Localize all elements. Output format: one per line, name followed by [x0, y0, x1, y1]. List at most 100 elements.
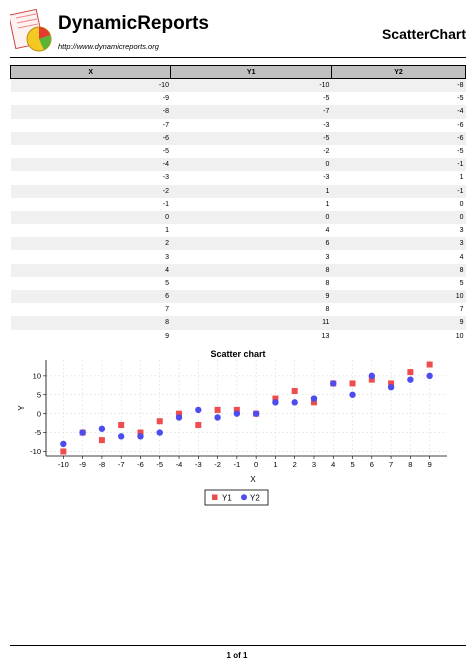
table-header-row: X Y1 Y2	[9, 65, 467, 79]
data-point-y2	[407, 376, 414, 383]
data-point-y1	[233, 406, 240, 413]
x-tick-label: -8	[99, 460, 106, 469]
table-cell-x: 5	[165, 279, 169, 287]
data-point-y1	[310, 399, 317, 406]
table-cell-x: -2	[10, 184, 171, 198]
data-point-y2	[175, 414, 183, 421]
chart-legend: Y1 Y2	[204, 489, 269, 506]
table-cell-y2: 10	[455, 332, 464, 340]
table-cell-y2: 0	[459, 200, 464, 208]
y-axis-label: Y	[17, 405, 26, 411]
table-cell-x: -6	[10, 131, 171, 145]
table-cell-y2: -1	[331, 184, 466, 198]
table-cell-x: 7	[165, 306, 169, 314]
table-row: 6 9 10	[10, 290, 466, 304]
table-cell-y1: 8	[325, 306, 330, 314]
table-cell-x: -9	[162, 95, 169, 103]
data-point-y1	[195, 422, 202, 429]
table-cell-y2: 5	[459, 279, 464, 287]
x-tick-label: 6	[370, 460, 374, 469]
chart-grid	[46, 360, 447, 456]
column-header-y2: Y2	[330, 65, 467, 79]
table-cell-x: -8	[10, 105, 171, 119]
data-point-y2	[60, 440, 67, 448]
table-cell-y1: 0	[170, 158, 332, 172]
x-tick-label: -7	[118, 460, 125, 469]
y-tick-label: -5	[34, 428, 41, 437]
data-point-y2	[137, 433, 144, 440]
table-row: -1 1 0	[11, 198, 466, 211]
table-cell-x: 0	[10, 210, 171, 225]
table-cell-y2: 3	[331, 237, 466, 251]
x-tick-label: -1	[234, 460, 241, 469]
table-row: 1 4 3	[11, 224, 466, 237]
table-cell-y2: 0	[331, 210, 466, 225]
table-cell-y2: 9	[331, 316, 466, 330]
table-cell-x: 4	[10, 263, 171, 277]
table-cell-x: 3	[165, 253, 169, 261]
brand-name: DynamicReports	[58, 13, 209, 34]
table-cell-x: -1	[162, 200, 169, 208]
table-cell-y1: 9	[170, 290, 332, 304]
table-cell-y2: -6	[331, 131, 466, 145]
table-row: 9 13 10	[11, 330, 466, 343]
column-header-y1: Y1	[170, 65, 332, 79]
table-row: -8 -7 -4	[10, 105, 466, 119]
table-cell-y2: 10	[331, 290, 466, 304]
x-tick-label: 4	[331, 460, 335, 469]
table-cell-x: 1	[165, 227, 169, 235]
table-cell-y1: -5	[323, 95, 330, 103]
x-tick-label: 0	[254, 460, 258, 469]
page-number: 1 of 1	[226, 651, 248, 660]
data-point-y2	[98, 425, 106, 432]
legend-label-y2: Y2	[250, 494, 260, 503]
data-point-y2	[310, 395, 318, 402]
scatter-chart: Scatter chart -10 -9 -8 -7 -6 -5 -4 -3 -2 -1 0 1 2 3 4…	[17, 349, 447, 506]
footer-divider	[10, 645, 466, 646]
table-cell-y1: 8	[325, 279, 330, 287]
legend-marker-y2	[241, 494, 247, 501]
table-cell-y1: -7	[170, 105, 332, 119]
table-cell-y2: 3	[459, 227, 464, 235]
table-row: -7 -3 -6	[11, 119, 466, 132]
x-tick-label: -10	[58, 460, 69, 469]
table-row: -3 -3 1	[11, 171, 466, 184]
x-tick-label: 2	[293, 460, 297, 469]
data-point-y1	[368, 376, 375, 383]
table-row: 7 8 7	[11, 303, 466, 316]
data-point-y2	[214, 414, 221, 421]
table-cell-y2: 1	[459, 174, 464, 182]
x-tick-label: -4	[176, 460, 183, 469]
x-tick-label: 3	[312, 460, 316, 469]
data-point-y2	[117, 433, 125, 440]
table-cell-x: -7	[162, 121, 169, 129]
report-title: ScatterChart	[381, 26, 466, 42]
data-point-y1	[214, 406, 221, 413]
x-tick-label: 5	[350, 460, 354, 469]
table-cell-x: 8	[10, 316, 171, 330]
table-row: 3 3 4	[11, 250, 466, 263]
x-tick-label: -2	[214, 460, 221, 469]
data-point-y1	[60, 448, 67, 455]
data-point-y1	[176, 410, 183, 417]
data-point-y2	[426, 372, 433, 380]
x-tick-label: 9	[428, 460, 432, 469]
data-point-y1	[137, 429, 144, 436]
table-cell-y1: -10	[170, 78, 332, 93]
table-row: -6 -5 -6	[10, 131, 466, 145]
x-tick-label: -6	[137, 460, 144, 469]
table-cell-y2: -5	[457, 148, 464, 156]
table-cell-y1: 4	[325, 227, 330, 235]
table-cell-y2: -5	[457, 95, 464, 103]
x-tick-label: -3	[195, 460, 202, 469]
table-cell-y1: 8	[170, 263, 332, 277]
table-row: 5 8 5	[11, 277, 466, 290]
table-row: -2 1 -1	[10, 184, 466, 198]
data-point-y2	[291, 399, 298, 406]
table-row: -10 -10 -8	[10, 78, 466, 93]
data-point-y1	[272, 395, 279, 402]
table-cell-x: -3	[162, 174, 169, 182]
